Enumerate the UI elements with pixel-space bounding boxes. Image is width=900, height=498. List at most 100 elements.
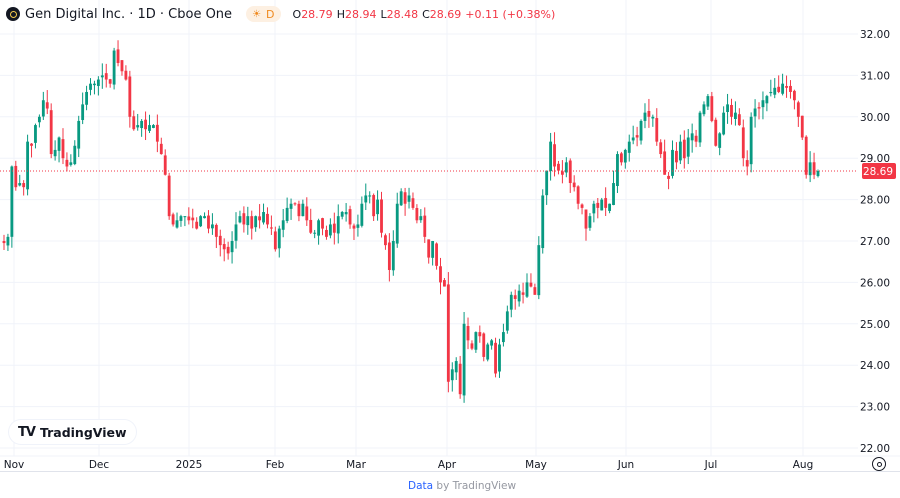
candle-body — [258, 216, 262, 221]
time-axis-label: 2025 — [176, 459, 203, 471]
candle-body — [419, 216, 423, 221]
candle-body — [722, 112, 726, 135]
tradingview-logo[interactable]: TV TradingView — [9, 420, 136, 444]
sun-icon: ☀ — [252, 8, 262, 20]
candle-body — [191, 217, 195, 221]
candle-body — [238, 216, 242, 223]
low-label: L — [380, 7, 387, 21]
candle-body — [293, 203, 297, 205]
candle-body — [167, 175, 171, 217]
candle-body — [222, 244, 226, 250]
candle-body — [726, 104, 729, 113]
candle-body — [553, 144, 556, 167]
candle-body — [486, 344, 490, 360]
candle-body — [2, 241, 6, 244]
candle-body — [737, 114, 741, 126]
candle-body — [541, 195, 545, 249]
candle-body — [635, 135, 639, 138]
candle-body — [57, 137, 61, 151]
last-price-tag — [862, 163, 896, 180]
candle-body — [368, 195, 372, 197]
symbol-legend: Gen Digital Inc. · 1D · Cboe One ☀ D O 28… — [6, 4, 555, 24]
candle-body — [234, 224, 238, 241]
candle-body — [592, 203, 596, 214]
session-badge[interactable]: ☀ D — [246, 6, 281, 22]
candle-body — [41, 100, 45, 117]
candle-body — [659, 142, 663, 155]
candle-body — [340, 212, 344, 217]
candle-body — [718, 133, 722, 148]
candle-body — [132, 116, 136, 130]
candle-body — [171, 214, 175, 225]
candle-body — [427, 239, 431, 258]
candle-body — [765, 96, 769, 104]
candle-body — [148, 125, 151, 131]
candle-body — [10, 166, 14, 237]
candle-body — [753, 108, 757, 117]
candle-body — [325, 229, 328, 237]
candle-body — [557, 163, 560, 171]
settings-gear-icon[interactable] — [872, 457, 886, 471]
candle-body — [545, 170, 549, 196]
candle-body — [686, 137, 690, 157]
low-value: 28.48 — [386, 7, 419, 21]
candle-body — [462, 323, 466, 396]
candle-body — [411, 198, 415, 208]
candle-body — [667, 175, 670, 179]
candle-body — [450, 369, 454, 381]
candle-body — [773, 87, 777, 95]
candle-body — [509, 294, 513, 310]
candle-body — [136, 125, 140, 128]
candlestick-plot[interactable]: 32.00 31.00 30.00 29.00 28.00 27.00 26.00 25.00… — [0, 0, 900, 472]
candle-body — [301, 203, 305, 217]
candle-body — [769, 91, 773, 94]
candle-body — [85, 91, 88, 105]
candle-body — [199, 216, 203, 227]
candle-body — [100, 75, 104, 78]
candle-body — [505, 311, 509, 331]
price-axis-label: 27.00 — [860, 236, 890, 248]
candle-body — [61, 139, 65, 159]
candle-body — [466, 326, 470, 341]
candle-body — [631, 137, 635, 141]
candle-body — [443, 280, 446, 287]
candle-body — [144, 119, 147, 130]
candle-body — [423, 215, 427, 237]
candle-body — [348, 209, 352, 225]
candle-body — [655, 118, 659, 142]
data-link[interactable]: Data — [408, 480, 434, 492]
candle-body — [53, 149, 57, 157]
change-value: +0.11 (+0.38%) — [465, 7, 556, 21]
candle-body — [183, 216, 187, 218]
candle-body — [537, 245, 541, 296]
candle-body — [643, 112, 647, 121]
candle-body — [254, 216, 258, 228]
candle-body — [454, 361, 458, 373]
candle-body — [564, 162, 568, 173]
candle-body — [675, 150, 678, 163]
candle-body — [474, 332, 478, 350]
candle-body — [65, 159, 69, 167]
candle-body — [435, 243, 438, 266]
candle-body — [226, 246, 230, 254]
candle-body — [69, 162, 73, 165]
chart-area[interactable]: 32.00 31.00 30.00 29.00 28.00 27.00 26.00 25.00… — [0, 0, 900, 472]
candle-body — [96, 79, 100, 86]
candle-body — [494, 342, 497, 374]
symbol-title[interactable]: Gen Digital Inc. · 1D · Cboe One — [25, 6, 233, 22]
candle-body — [22, 183, 26, 188]
candle-body — [277, 228, 281, 249]
candle-body — [588, 216, 592, 228]
candle-body — [604, 198, 608, 208]
candle-body — [730, 104, 733, 117]
time-axis-label: Nov — [4, 459, 25, 471]
candle-body — [446, 284, 450, 382]
candle-body — [321, 218, 324, 229]
candle-body — [108, 79, 112, 84]
candle-body — [159, 143, 163, 155]
tradingview-mark-icon: TV — [18, 424, 36, 440]
candle-body — [796, 102, 800, 117]
candle-body — [218, 235, 222, 246]
candle-body — [250, 216, 254, 229]
candle-body — [596, 202, 600, 208]
